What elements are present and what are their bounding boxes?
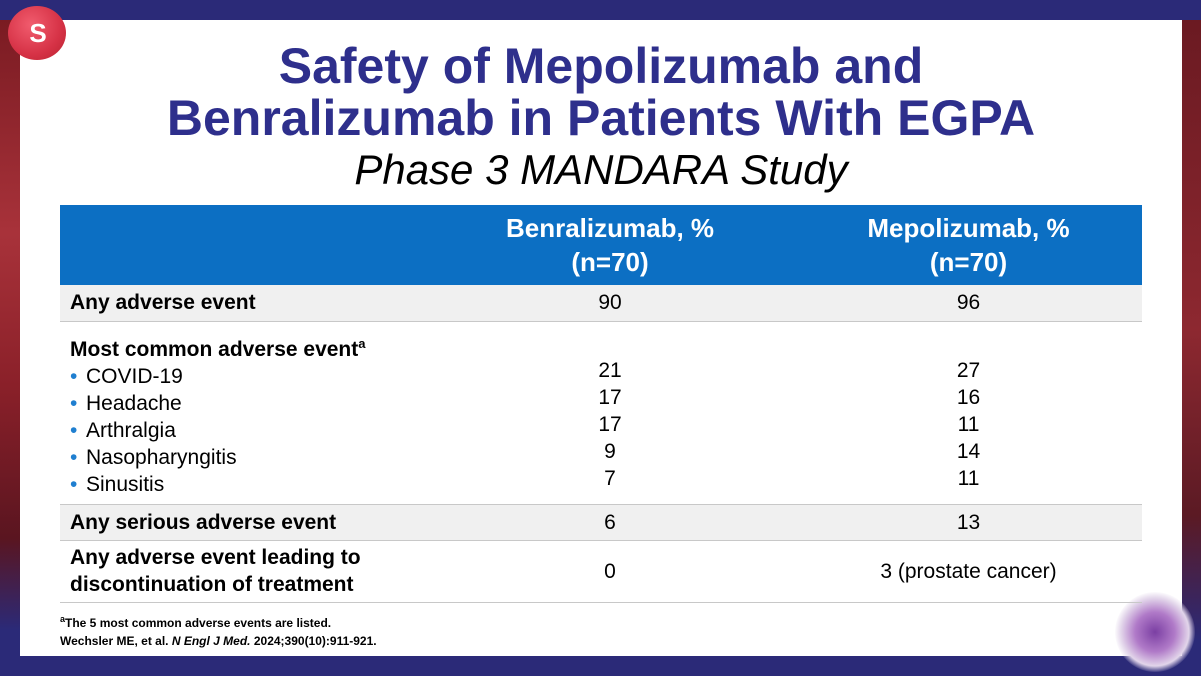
list-item-label: Arthralgia [86,418,176,442]
value-benralizumab: 17 [598,412,622,436]
most-common-mepolizumab-cell: 27 16 11 14 11 [795,320,1142,504]
most-common-label-cell: Most common adverse eventa • COVID-19 • He… [60,320,425,504]
list-item: • Nasopharyngitis [70,444,415,471]
discontinuation-benralizumab: 0 [425,539,795,603]
footnote-line1: aThe 5 most common adverse events are li… [60,610,377,632]
most-common-label-text: Most common adverse event [70,337,359,361]
value-mepolizumab: 14 [956,439,981,463]
bullet-icon: • [70,472,78,496]
any-adverse-label: Any adverse event [60,285,425,321]
header-benralizumab-line2: (n=70) [571,247,649,277]
serious-benralizumab: 6 [425,503,795,540]
value-benralizumab: 21 [598,358,622,382]
list-item: • Sinusitis [70,471,415,498]
logo-s-icon: S [8,6,66,60]
value-mepolizumab: 27 [956,358,981,382]
list-item-label: Sinusitis [86,472,165,496]
discontinuation-mepolizumab: 3 (prostate cancer) [795,539,1142,603]
citation-rest: 2024;390(10):911-921. [250,634,377,648]
eosinophil-cell-icon [1115,592,1195,672]
footnote-text: The 5 most common adverse events are lis… [65,616,332,630]
value-mepolizumab: 16 [956,385,981,409]
footnote: aThe 5 most common adverse events are li… [60,610,377,650]
value-benralizumab: 9 [604,439,616,463]
header-benralizumab: Benralizumab, % (n=70) [425,205,795,285]
safety-table: Benralizumab, % (n=70) Mepolizumab, % (n… [60,205,1142,603]
val-spacer [805,330,1132,357]
serious-mepolizumab: 13 [795,503,1142,540]
header-mepolizumab: Mepolizumab, % (n=70) [795,205,1142,285]
most-common-label-sup: a [358,335,366,351]
table-row-serious: Any serious adverse event 6 13 [60,503,1142,540]
bullet-icon: • [70,364,78,388]
right-background-strip [1179,20,1201,640]
header-empty-cell [60,205,425,285]
slide-subtitle: Phase 3 MANDARA Study [354,146,848,193]
any-adverse-mepolizumab: 96 [795,285,1142,321]
citation-authors: Wechsler ME, et al. [60,634,172,648]
title-line-2: Benralizumab in Patients With EGPA [166,90,1036,146]
bullet-icon: • [70,391,78,415]
serious-label: Any serious adverse event [60,503,425,540]
header-benralizumab-line1: Benralizumab, % [505,213,715,243]
list-item-label: Headache [86,391,182,415]
discontinuation-label-line1: Any adverse event leading to [70,546,361,569]
list-item-label: Nasopharyngitis [86,445,237,469]
citation: Wechsler ME, et al. N Engl J Med. 2024;3… [60,632,377,650]
logo-mark: S [29,18,47,48]
most-common-label: Most common adverse eventa [70,330,415,363]
discontinuation-label-line2: discontinuation of treatment [70,573,354,596]
table-row-most-common: Most common adverse eventa • COVID-19 • He… [60,320,1142,504]
bullet-icon: • [70,445,78,469]
table-row-any-adverse: Any adverse event 90 96 [60,285,1142,321]
value-benralizumab: 7 [604,466,616,490]
any-adverse-benralizumab: 90 [425,285,795,321]
title-line-1: Safety of Mepolizumab and [278,38,924,94]
citation-journal: N Engl J Med. [171,634,251,648]
bullet-icon: • [70,418,78,442]
value-mepolizumab: 11 [957,412,980,436]
table-header-row: Benralizumab, % (n=70) Mepolizumab, % (n… [60,205,1142,285]
value-mepolizumab: 11 [957,466,980,490]
discontinuation-label: Any adverse event leading to discontinua… [60,539,425,603]
header-mepolizumab-line2: (n=70) [929,247,1008,277]
header-mepolizumab-line1: Mepolizumab, % [867,213,1070,243]
value-benralizumab: 17 [598,385,622,409]
table-row-discontinuation: Any adverse event leading to discontinua… [60,539,1142,603]
list-item-label: COVID-19 [86,364,183,388]
list-item: • Arthralgia [70,417,415,444]
footnote-sup: a [60,614,66,624]
list-item: • Headache [70,390,415,417]
list-item: • COVID-19 [70,363,415,390]
slide-title: Safety of Mepolizumab and Benralizumab i… [20,40,1182,144]
most-common-benralizumab-cell: 21 17 17 9 7 [425,320,795,504]
val-spacer [435,330,785,357]
